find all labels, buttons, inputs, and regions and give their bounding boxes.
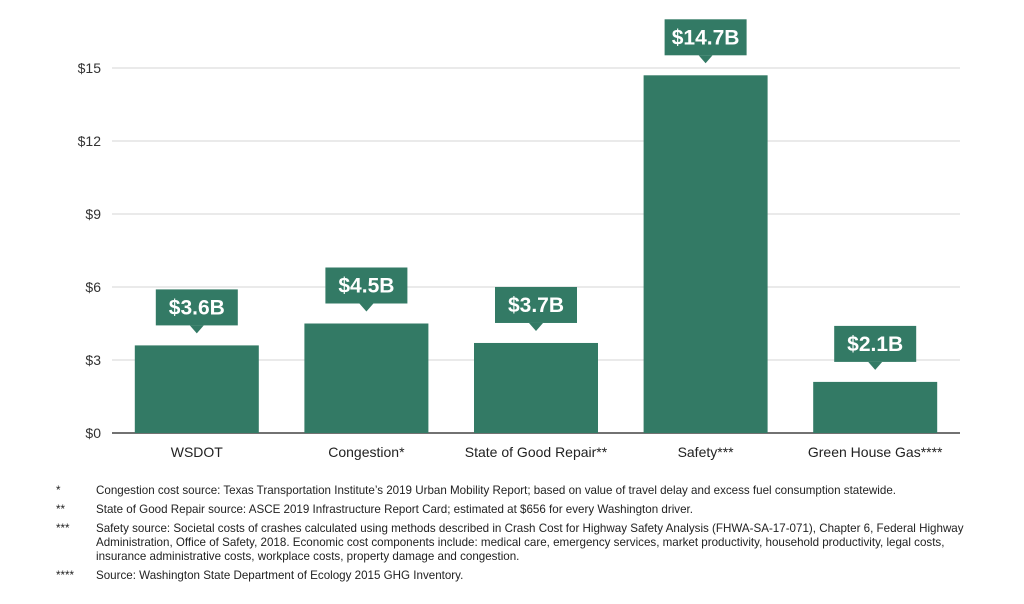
x-tick-label: State of Good Repair** bbox=[465, 444, 608, 460]
data-label-pointer bbox=[189, 325, 204, 334]
footnote-text: State of Good Repair source: ASCE 2019 I… bbox=[96, 503, 693, 516]
x-tick-labels: WSDOT Congestion* State of Good Repair** Sa… bbox=[171, 444, 943, 460]
data-label-text: $3.7B bbox=[508, 294, 564, 317]
bar bbox=[134, 345, 259, 433]
data-label-text: $3.6B bbox=[169, 296, 225, 319]
x-tick-label: Safety*** bbox=[678, 444, 735, 460]
data-label-pointer bbox=[698, 55, 713, 64]
y-tick-label: $3 bbox=[85, 352, 101, 368]
y-tick-label: $12 bbox=[78, 133, 102, 149]
data-label-text: $14.7B bbox=[672, 26, 740, 49]
bars bbox=[134, 75, 938, 434]
x-tick-label: Green House Gas**** bbox=[808, 444, 943, 460]
data-label-text: $4.5B bbox=[338, 275, 394, 298]
footnote-text: Source: Washington State Department of E… bbox=[96, 569, 464, 582]
footnote-text: Congestion cost source: Texas Transporta… bbox=[96, 484, 896, 497]
bar-chart: $0 $3 $6 $9 $12 $15 $3.6B $4.5B $3.7B $14.7B $2.1… bbox=[78, 19, 960, 460]
data-label: $3.6B bbox=[155, 289, 238, 334]
footnote-mark: **** bbox=[56, 569, 75, 582]
footnote-good-repair: ** State of Good Repair source: ASCE 201… bbox=[56, 503, 986, 517]
footnote-congestion: * Congestion cost source: Texas Transpor… bbox=[56, 484, 986, 498]
x-tick-label: WSDOT bbox=[171, 444, 224, 460]
data-label-pointer bbox=[529, 322, 543, 331]
footnote-mark: *** bbox=[56, 522, 70, 535]
data-label-text: $2.1B bbox=[847, 333, 903, 356]
data-label-box bbox=[155, 289, 238, 326]
data-label-box bbox=[664, 19, 747, 56]
footnote-safety: *** Safety source: Societal costs of cra… bbox=[56, 522, 986, 564]
data-label-pointer bbox=[359, 303, 374, 312]
bar bbox=[304, 323, 429, 433]
data-label-box bbox=[325, 267, 408, 304]
footnote-ghg: **** Source: Washington State Department… bbox=[56, 569, 986, 583]
data-label: $3.7B bbox=[495, 286, 577, 331]
footnote-mark: * bbox=[56, 484, 61, 497]
footnote-mark: ** bbox=[56, 503, 66, 516]
x-tick-label: Congestion* bbox=[328, 444, 405, 460]
data-labels: $3.6B $4.5B $3.7B $14.7B $2.1B bbox=[155, 19, 917, 370]
data-label-pointer bbox=[868, 361, 883, 370]
y-tick-label: $0 bbox=[85, 425, 101, 441]
data-label-box bbox=[495, 286, 577, 323]
y-tick-labels: $0 $3 $6 $9 $12 $15 bbox=[78, 60, 102, 441]
data-label: $2.1B bbox=[834, 325, 917, 370]
y-tick-label: $6 bbox=[85, 279, 101, 295]
data-label-box bbox=[834, 325, 917, 362]
bar bbox=[643, 75, 768, 434]
y-tick-label: $15 bbox=[78, 60, 102, 76]
bar bbox=[474, 342, 598, 433]
data-label: $14.7B bbox=[664, 19, 747, 64]
footnotes: * Congestion cost source: Texas Transpor… bbox=[56, 484, 986, 588]
footnote-text: Safety source: Societal costs of crashes… bbox=[96, 522, 964, 563]
data-label: $4.5B bbox=[325, 267, 408, 312]
y-tick-label: $9 bbox=[85, 206, 101, 222]
bar bbox=[813, 381, 938, 433]
